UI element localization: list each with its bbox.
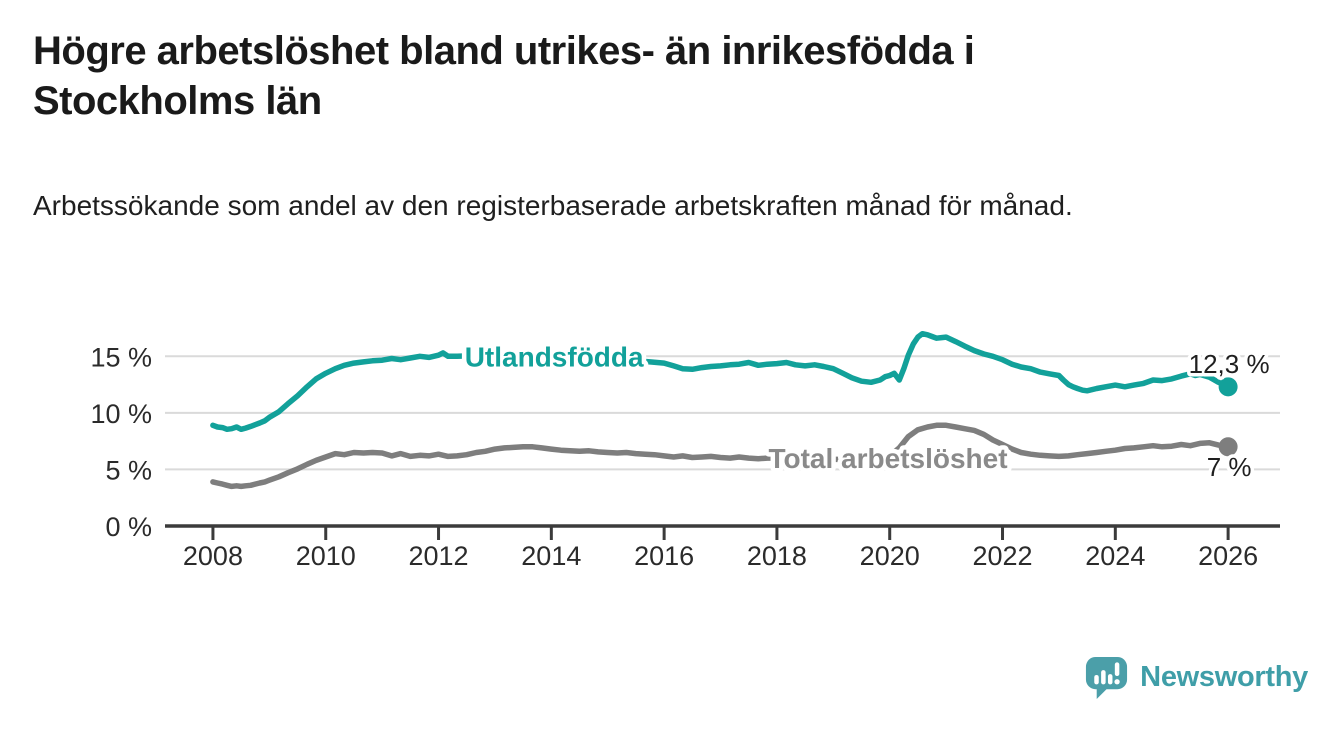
x-axis-tick-labels: 2008 2010 2012 2014 2016 2018 2020 2022 2024 2026: [183, 541, 1258, 571]
end-dot: [1218, 437, 1238, 457]
x-tick-label: 2022: [972, 541, 1032, 571]
x-tick-label: 2026: [1198, 541, 1258, 571]
x-tick-label: 2014: [521, 541, 581, 571]
y-tick-label: 15 %: [90, 342, 152, 372]
line-utlandsfodda: [210, 330, 1231, 433]
page-subtitle: Arbetssökande som andel av den registerb…: [33, 190, 1073, 221]
end-value-label: 7 %: [1207, 452, 1252, 482]
x-tick-label: 2008: [183, 541, 243, 571]
end-value-label: 12,3 %: [1189, 349, 1270, 379]
series-label: Total arbetslöshet: [768, 443, 1007, 474]
series-end-markers: 12,3 % 7 %: [1185, 345, 1273, 485]
y-axis-tick-labels: 0 % 5 % 10 % 15 %: [90, 342, 152, 542]
x-tick-label: 2020: [860, 541, 920, 571]
x-tick-label: 2010: [296, 541, 356, 571]
gridlines: [165, 355, 1280, 471]
line-total: [210, 422, 1231, 490]
newsworthy-logo: Newsworthy: [1083, 652, 1308, 702]
x-tick-label: 2018: [747, 541, 807, 571]
x-axis: [165, 524, 1280, 540]
y-tick-label: 5 %: [105, 455, 152, 485]
series-lines: [210, 330, 1231, 490]
page-title: Högre arbetslöshet bland utrikes- än inr…: [33, 29, 975, 124]
x-tick-label: 2016: [634, 541, 694, 571]
x-tick-label: 2012: [408, 541, 468, 571]
y-tick-label: 0 %: [105, 512, 152, 542]
y-tick-label: 10 %: [90, 399, 152, 429]
series-inline-labels: Utlandsfödda Total arbetslöshet: [460, 337, 1012, 479]
bar-chart-speech-bubble-icon: [1086, 656, 1128, 699]
newsworthy-wordmark: Newsworthy: [1140, 660, 1308, 693]
x-tick-label: 2024: [1085, 541, 1145, 571]
series-label: Utlandsfödda: [465, 341, 644, 372]
end-dot: [1218, 377, 1238, 397]
